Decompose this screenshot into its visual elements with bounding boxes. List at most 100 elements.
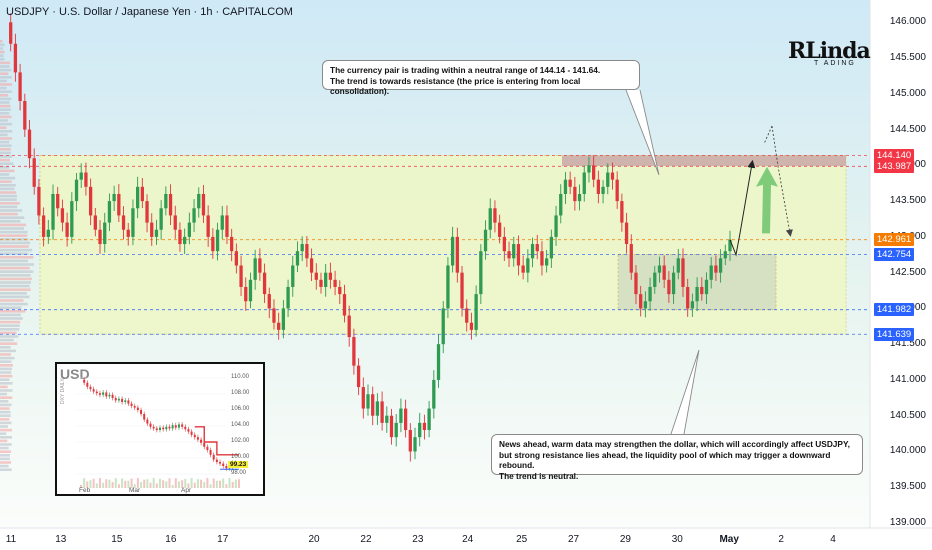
callout-bottom: News ahead, warm data may strengthen the…: [491, 434, 863, 481]
candle-body: [380, 401, 384, 423]
volume-profile-bar: [0, 101, 10, 104]
inset-volume-bar: [174, 478, 177, 488]
candle-body: [455, 236, 459, 273]
candle-body: [361, 387, 365, 409]
candles: [9, 13, 732, 462]
inset-candle-body: [149, 423, 152, 427]
projection-spike-path: [763, 125, 773, 145]
time-tick-label: 11: [5, 534, 17, 545]
candle-body: [225, 215, 229, 237]
time-tick-label: 23: [412, 534, 424, 545]
inset-volume-bar: [114, 478, 117, 488]
price-level-label: 142.754: [874, 247, 914, 261]
volume-profile-bar: [0, 176, 16, 180]
price-tick-label: 141.500: [889, 338, 926, 350]
candle-body: [545, 258, 549, 266]
price-level-label: 143.987: [874, 159, 914, 173]
projection-rebound-path: [771, 125, 793, 237]
inset-volume-bar: [196, 479, 199, 488]
volume-profile-bar: [0, 140, 10, 144]
volume-profile-bar: [0, 209, 23, 212]
candle-body: [394, 422, 398, 438]
candle-body: [432, 379, 436, 409]
inset-volume-bar: [234, 479, 237, 488]
volume-profile-bar: [0, 122, 13, 126]
volume-profile-bar: [0, 400, 9, 403]
candle-body: [704, 279, 709, 295]
candle-body: [493, 208, 497, 223]
volume-profile-bar: [0, 169, 15, 173]
volume-profile-bar: [0, 148, 11, 151]
inset-volume-bar: [92, 478, 95, 488]
inset-candle-body: [98, 393, 101, 395]
price-level-label: 141.639: [874, 327, 914, 341]
candle-body: [512, 244, 516, 259]
volume-profile-bar: [0, 234, 28, 237]
callout-bottom-text: News ahead, warm data may strengthen the…: [499, 439, 850, 481]
inset-volume-bar: [86, 481, 89, 488]
volume-profile-bar: [0, 306, 22, 309]
candle-body: [366, 394, 370, 409]
candle-body: [596, 179, 601, 194]
time-tick-label: 22: [360, 534, 372, 545]
volume-profile-bar: [0, 108, 11, 111]
candle-body: [488, 208, 492, 230]
inset-candle-body: [133, 406, 136, 408]
candle-body: [51, 193, 55, 230]
volume-profile-bar: [0, 158, 11, 162]
volume-profile-bar: [0, 202, 20, 205]
candle-body: [88, 186, 93, 216]
inset-candle-body: [193, 434, 196, 438]
volume-profile-bar: [0, 43, 5, 47]
candle-body: [577, 193, 582, 202]
candle-body: [338, 286, 342, 295]
candle-body: [530, 244, 535, 259]
volume-profile-bar: [0, 40, 3, 43]
candle-body: [422, 422, 427, 431]
inset-candle-body: [212, 454, 215, 460]
candle-body: [328, 272, 333, 280]
volume-profile-bar: [0, 245, 29, 248]
time-tick-label: 4: [830, 534, 836, 545]
candle-body: [79, 172, 83, 180]
candle-body: [540, 251, 544, 266]
price-level-label: 144.140: [874, 148, 914, 162]
candle-body: [347, 315, 351, 338]
inset-volume-bar: [184, 478, 187, 488]
candle-body: [173, 215, 177, 230]
volume-profile-bar: [0, 220, 21, 223]
inset-candle-body: [89, 386, 92, 390]
inset-volume-bar: [143, 479, 146, 488]
candle-body: [309, 258, 314, 273]
inset-candle-body: [95, 391, 98, 394]
price-tick-label: 142.500: [889, 266, 926, 278]
volume-profile-bar: [0, 277, 32, 281]
inset-volume-bar: [222, 478, 225, 488]
inset-candle-body: [165, 426, 168, 430]
volume-profile-bar: [0, 288, 31, 291]
price-tick-label: 143.500: [889, 195, 926, 207]
candle-body: [267, 294, 271, 309]
inset-volume-bar: [80, 485, 82, 488]
candle-body: [272, 308, 276, 323]
candle-body: [483, 229, 488, 252]
inset-volume-bar: [111, 482, 114, 488]
volume-profile-bar: [0, 68, 12, 72]
volume-profile-bar: [0, 385, 8, 389]
inset-candle-body: [225, 466, 228, 469]
inset-volume-bar: [105, 479, 108, 488]
dxy-inset-chart: USD DXY DAILY 110.00 108.00 106.00 104.00 10…: [55, 362, 265, 496]
inset-y-tick-label: 102.00: [231, 438, 250, 444]
candle-body: [549, 236, 553, 259]
volume-profile-bar: [0, 50, 5, 54]
inset-volume-bar: [225, 484, 228, 488]
candle-body: [418, 422, 422, 438]
volume-profile-bar: [0, 173, 10, 176]
callout-top: The currency pair is trading within a ne…: [322, 60, 640, 96]
volume-profile-bar: [0, 94, 9, 97]
volume-profile-bar: [0, 407, 10, 410]
resistance-liquidity-zone: [562, 155, 846, 167]
inset-volume-bar: [162, 480, 165, 488]
candle-body: [427, 408, 431, 431]
time-tick-label: 13: [55, 534, 67, 545]
